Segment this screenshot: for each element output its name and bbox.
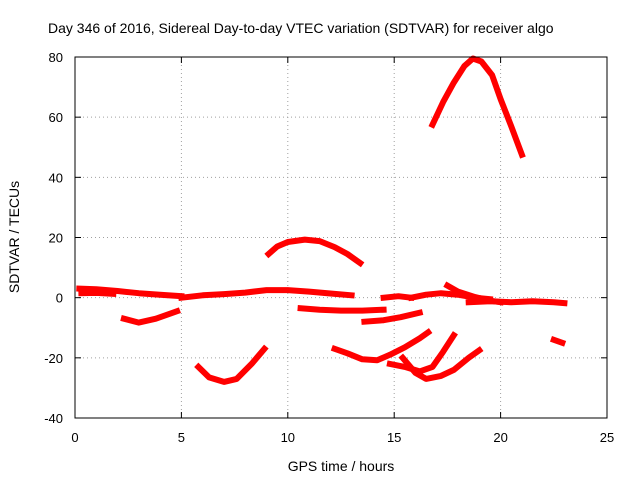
x-tick-label: 5 bbox=[178, 430, 185, 445]
series-arc-15 bbox=[465, 298, 568, 307]
x-tick-label: 15 bbox=[387, 430, 401, 445]
x-tick-label: 25 bbox=[600, 430, 614, 445]
series-arc-5 bbox=[194, 344, 269, 385]
y-tick-label: -20 bbox=[44, 351, 63, 366]
series-arc-2 bbox=[78, 289, 117, 297]
series-arc-17 bbox=[549, 335, 567, 347]
series-arc-3 bbox=[120, 307, 181, 326]
series-arc-4 bbox=[178, 287, 355, 302]
series-arc-11 bbox=[386, 331, 458, 375]
series-arc-16 bbox=[428, 55, 526, 159]
series-arc-1 bbox=[76, 285, 185, 300]
y-tick-label: 0 bbox=[56, 291, 63, 306]
x-tick-label: 10 bbox=[281, 430, 295, 445]
y-tick-label: -40 bbox=[44, 411, 63, 426]
series-arc-12 bbox=[398, 346, 484, 382]
y-tick-label: 80 bbox=[49, 50, 63, 65]
series-layer bbox=[76, 55, 568, 385]
chart-title: Day 346 of 2016, Sidereal Day-to-day VTE… bbox=[48, 20, 554, 36]
x-axis-label: GPS time / hours bbox=[288, 458, 395, 474]
y-tick-label: 60 bbox=[49, 110, 63, 125]
y-axis-label: SDTVAR / TECUs bbox=[6, 181, 22, 293]
tick-layer: 0 5 10 15 20 25 -40 -20 0 20 40 60 80 bbox=[44, 50, 614, 445]
series-arc-6 bbox=[264, 236, 365, 268]
grid-layer bbox=[75, 57, 607, 418]
series-arc-8 bbox=[330, 328, 433, 364]
x-tick-label: 20 bbox=[493, 430, 507, 445]
x-tick-label: 0 bbox=[71, 430, 78, 445]
y-tick-label: 20 bbox=[49, 231, 63, 246]
series-arc-7 bbox=[297, 304, 387, 314]
series-arc-9 bbox=[361, 309, 424, 325]
y-tick-label: 40 bbox=[49, 170, 63, 185]
series-arc-10 bbox=[380, 293, 415, 302]
